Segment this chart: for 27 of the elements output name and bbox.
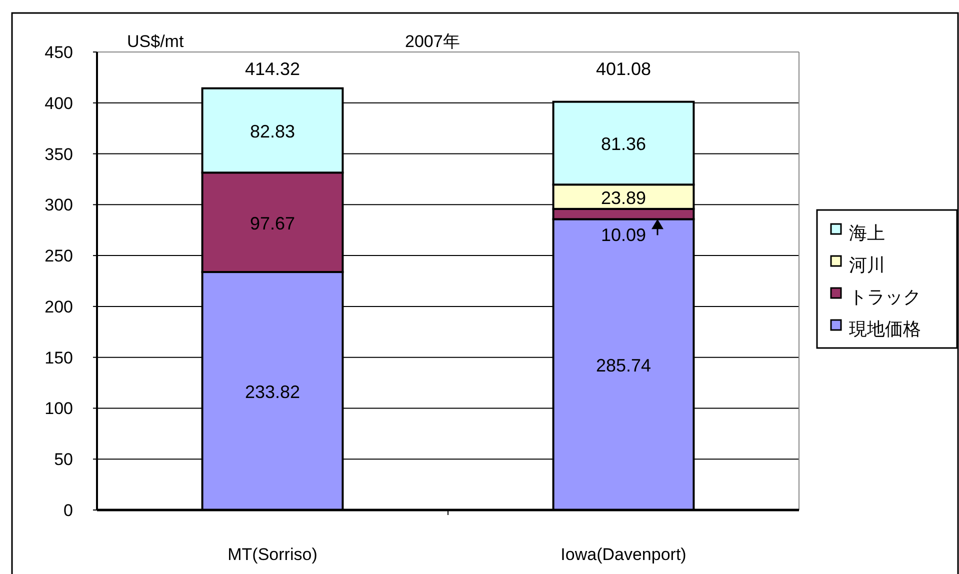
y-tick-label: 250 bbox=[44, 246, 73, 266]
x-tick-label: MT(Sorriso) bbox=[228, 545, 318, 564]
y-tick-label: 350 bbox=[44, 144, 73, 164]
y-tick-label: 50 bbox=[54, 450, 73, 470]
legend-label: 河川 bbox=[849, 255, 885, 275]
y-tick-label: 450 bbox=[44, 43, 73, 62]
y-tick-label: 400 bbox=[44, 94, 73, 113]
y-tick-label: 150 bbox=[44, 348, 73, 368]
y-tick-label: 200 bbox=[44, 297, 73, 316]
y-axis-title: US$/mt bbox=[127, 32, 184, 51]
total-label: 401.08 bbox=[596, 59, 652, 79]
x-tick-label: Iowa(Davenport) bbox=[560, 545, 686, 564]
data-label: 23.89 bbox=[600, 188, 646, 208]
data-label: 233.82 bbox=[244, 382, 300, 402]
data-label: 10.09 bbox=[600, 225, 646, 246]
total-label: 414.32 bbox=[244, 59, 300, 79]
chart-title: 2007年 bbox=[405, 32, 460, 51]
legend-label: 現地価格 bbox=[849, 319, 921, 339]
legend-label: トラック bbox=[849, 287, 921, 307]
legend-label: 海上 bbox=[849, 223, 885, 243]
data-label: 81.36 bbox=[600, 134, 646, 154]
data-label: 97.67 bbox=[250, 213, 296, 234]
y-tick-label: 100 bbox=[44, 399, 73, 418]
y-tick-label: 300 bbox=[44, 196, 73, 215]
data-label: 82.83 bbox=[250, 121, 296, 142]
y-tick-label: 0 bbox=[64, 501, 73, 520]
data-label: 285.74 bbox=[596, 356, 652, 376]
